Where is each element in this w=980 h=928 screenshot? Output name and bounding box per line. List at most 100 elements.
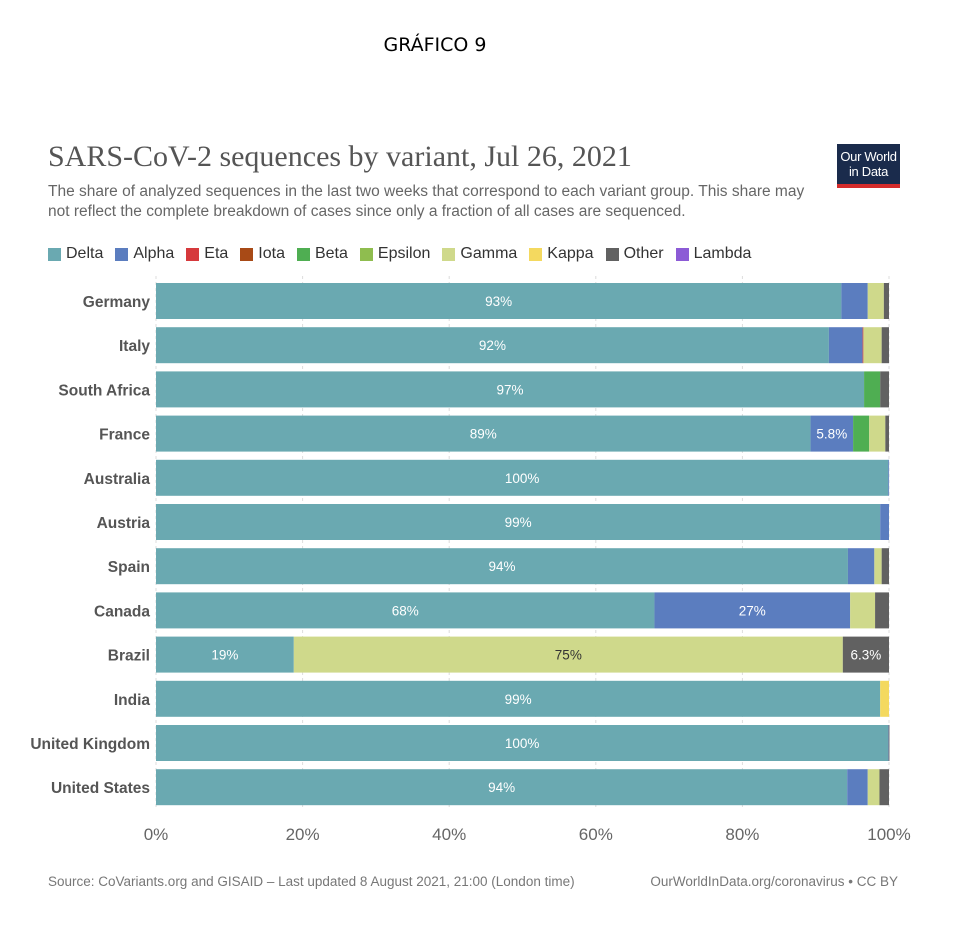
bar-france-alpha[interactable] <box>810 415 854 452</box>
x-tick-label: 100% <box>867 825 910 844</box>
legend-label-delta: Delta <box>66 245 104 262</box>
legend-item-gamma[interactable]: Gamma <box>442 245 517 263</box>
legend-label-eta: Eta <box>204 245 229 262</box>
bar-canada-alpha[interactable] <box>654 592 851 629</box>
bar-spain-delta[interactable] <box>156 548 848 585</box>
bar-italy-gamma[interactable] <box>863 327 882 364</box>
bar-united-kingdom-other[interactable] <box>888 725 890 761</box>
credit-note[interactable]: OurWorldInData.org/coronavirus • CC BY <box>650 874 898 889</box>
bar-south-africa-beta[interactable] <box>864 371 881 408</box>
data-label-india-delta: 99% <box>505 692 532 707</box>
bar-germany-alpha[interactable] <box>841 283 868 319</box>
source-note: Source: CoVariants.org and GISAID – Last… <box>48 874 575 889</box>
data-label-france-alpha: 5.8% <box>816 427 847 442</box>
category-label-united-states: United States <box>51 780 150 797</box>
bar-canada-other[interactable] <box>875 592 889 629</box>
data-label-south-africa-delta: 97% <box>497 382 524 397</box>
bar-italy-delta[interactable] <box>156 327 829 364</box>
legend-label-other: Other <box>623 245 664 262</box>
legend-label-kappa: Kappa <box>547 245 594 262</box>
chart-title: SARS-CoV-2 sequences by variant, Jul 26,… <box>48 140 632 173</box>
bar-united-kingdom-delta[interactable] <box>156 725 889 761</box>
bar-australia-delta[interactable] <box>156 459 889 496</box>
bar-france-beta[interactable] <box>853 415 870 452</box>
legend-item-delta[interactable]: Delta <box>48 245 103 263</box>
legend-swatch-delta <box>48 247 61 261</box>
bar-italy-eta[interactable] <box>862 327 864 364</box>
legend-item-lambda[interactable]: Lambda <box>675 245 752 263</box>
bar-brazil-other[interactable] <box>842 636 889 673</box>
bar-italy-alpha[interactable] <box>828 327 863 364</box>
bar-south-africa-delta[interactable] <box>156 371 865 408</box>
bar-united-states-gamma[interactable] <box>867 769 880 806</box>
bar-india-kappa[interactable] <box>880 680 889 717</box>
legend-label-beta: Beta <box>314 245 348 262</box>
category-label-brazil: Brazil <box>108 648 150 665</box>
data-label-canada-alpha: 27% <box>739 603 766 618</box>
data-label-germany-delta: 93% <box>485 294 512 309</box>
bar-brazil-delta[interactable] <box>156 636 294 673</box>
chart-legend: Delta Alpha Eta Iota Beta Epsilon Gamma Kappa Ot… <box>48 243 763 265</box>
bar-south-africa-other[interactable] <box>880 371 889 408</box>
legend-swatch-iota <box>240 247 254 261</box>
legend-item-beta[interactable]: Beta <box>296 245 348 263</box>
legend-item-epsilon[interactable]: Epsilon <box>359 245 431 263</box>
bar-austria-delta[interactable] <box>156 504 881 540</box>
legend-item-iota[interactable]: Iota <box>240 245 285 263</box>
data-label-austria-delta: 99% <box>505 515 532 530</box>
legend-label-alpha: Alpha <box>133 245 175 262</box>
bar-france-other[interactable] <box>885 415 889 452</box>
x-tick-label: 0% <box>144 825 169 844</box>
legend-swatch-eta <box>186 247 200 261</box>
bar-united-states-alpha[interactable] <box>847 769 868 806</box>
legend-label-epsilon: Epsilon <box>377 245 431 262</box>
bar-brazil-gamma[interactable] <box>293 636 843 673</box>
bar-spain-alpha[interactable] <box>847 548 875 585</box>
data-label-brazil-delta: 19% <box>211 648 238 663</box>
bar-canada-delta[interactable] <box>156 592 655 629</box>
chart-subtitle: The share of analyzed sequences in the l… <box>48 183 805 220</box>
bar-australia-alpha[interactable] <box>888 459 890 496</box>
category-label-france: France <box>99 427 150 444</box>
category-label-austria: Austria <box>97 515 151 532</box>
x-tick-label: 20% <box>286 825 320 844</box>
legend-swatch-gamma <box>442 247 456 261</box>
legend-swatch-other <box>605 247 619 261</box>
legend-swatch-beta <box>296 247 310 261</box>
chart-plot: 0% 20% 40% 60% 80% 100% Germany Italy South Afri… <box>30 276 911 844</box>
legend-item-eta[interactable]: Eta <box>186 245 228 263</box>
bar-france-gamma[interactable] <box>869 415 886 452</box>
category-label-spain: Spain <box>108 559 150 576</box>
legend-label-lambda: Lambda <box>693 245 752 262</box>
data-label-spain-delta: 94% <box>488 559 515 574</box>
bar-austria-alpha[interactable] <box>880 504 889 540</box>
legend-swatch-lambda <box>675 247 689 261</box>
logo-line-1: Our World <box>840 149 897 164</box>
bar-italy-other[interactable] <box>881 327 889 364</box>
bar-india-delta[interactable] <box>156 680 881 717</box>
legend-item-alpha[interactable]: Alpha <box>115 245 174 263</box>
data-label-canada-delta: 68% <box>392 603 419 618</box>
data-label-brazil-gamma: 75% <box>555 648 582 663</box>
legend-item-kappa[interactable]: Kappa <box>529 245 594 263</box>
owid-logo[interactable]: Our World in Data <box>837 144 900 188</box>
bar-canada-gamma[interactable] <box>850 592 876 629</box>
bar-united-states-delta[interactable] <box>156 769 848 806</box>
category-label-united-kingdom: United Kingdom <box>30 736 150 753</box>
bar-spain-other[interactable] <box>881 548 889 585</box>
category-label-india: India <box>114 692 151 709</box>
category-label-italy: Italy <box>119 338 150 355</box>
data-label-brazil-other: 6.3% <box>851 648 882 663</box>
bar-spain-gamma[interactable] <box>874 548 882 585</box>
bar-france-delta[interactable] <box>156 415 811 452</box>
x-tick-label: 80% <box>725 825 759 844</box>
bar-united-states-other[interactable] <box>879 769 889 806</box>
category-label-canada: Canada <box>94 603 150 620</box>
bar-germany-delta[interactable] <box>156 283 842 319</box>
x-tick-label: 60% <box>579 825 613 844</box>
bar-germany-other[interactable] <box>883 283 889 319</box>
legend-item-other[interactable]: Other <box>605 245 664 263</box>
bar-germany-gamma[interactable] <box>867 283 884 319</box>
data-label-italy-delta: 92% <box>479 338 506 353</box>
page-heading: GRÁFICO 9 <box>383 34 487 56</box>
